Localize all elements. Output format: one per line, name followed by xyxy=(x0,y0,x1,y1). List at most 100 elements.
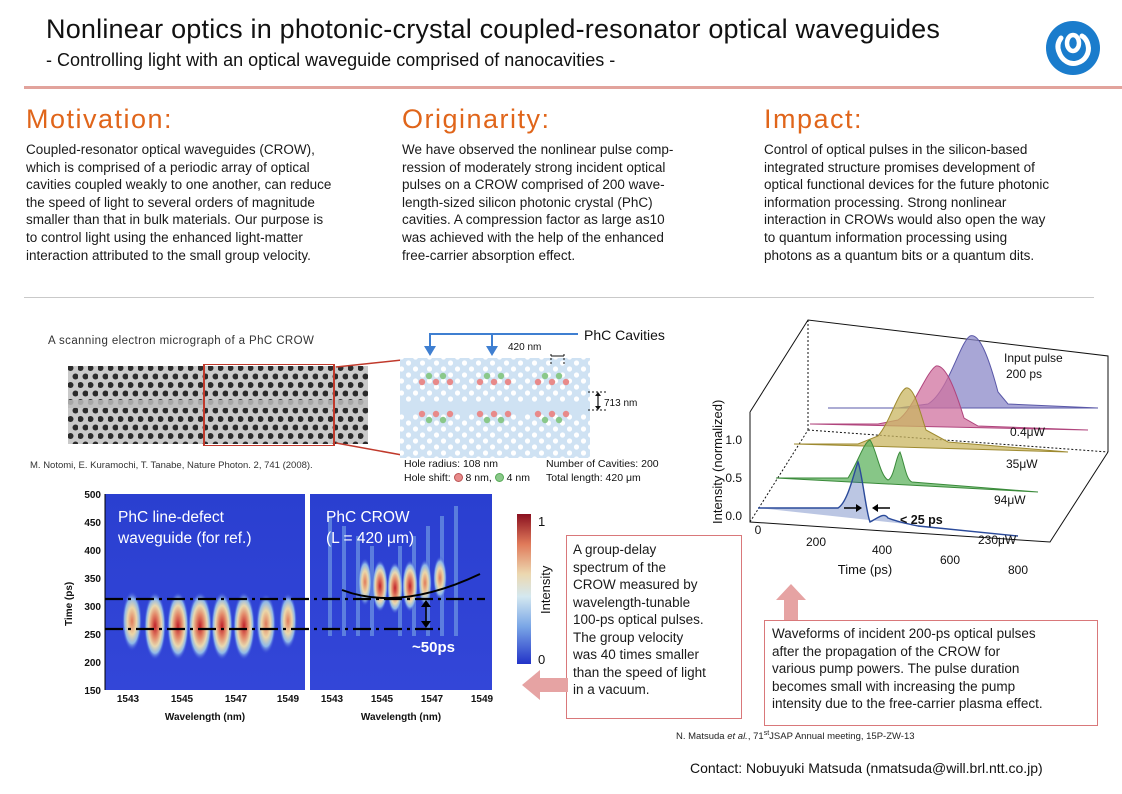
input-pulse-label-1: Input pulse xyxy=(1004,351,1063,365)
text-line: ression of moderately strong incident op… xyxy=(402,159,666,175)
trace-label: 94μW xyxy=(994,493,1026,507)
text-line: smaller than that in bulk materials. Our… xyxy=(26,212,324,228)
xtick: 1545 xyxy=(371,694,394,705)
panel1-title-1: PhC line-defect xyxy=(118,509,225,526)
hole-shift-red: 8 nm, xyxy=(465,472,492,484)
cavity-cluster-3 xyxy=(534,372,570,424)
text-line: than the speed of light xyxy=(573,664,706,680)
spectra-xlabel-1: Wavelength (nm) xyxy=(165,712,245,723)
ref-etal: et al. xyxy=(727,731,748,743)
section-divider xyxy=(24,297,1094,298)
xtick: 800 xyxy=(1008,563,1028,577)
ntt-logo-icon xyxy=(1046,21,1100,75)
colorbar-max: 1 xyxy=(538,514,545,529)
text-line: 100-ps optical pulses. xyxy=(573,612,704,627)
group-delay-spectra: 500 450 400 350 300 250 200 150 Time (ps… xyxy=(64,490,553,723)
ytick: 400 xyxy=(84,546,101,557)
trace-94uW xyxy=(775,439,1039,493)
zoom-connector xyxy=(335,359,403,456)
text-line: intensity due to the free-carrier plasma… xyxy=(772,696,1043,711)
conference-reference: N. Matsuda et al., 71stJSAP Annual meeti… xyxy=(676,730,915,742)
spacing-label: 713 nm xyxy=(604,398,637,409)
sem-reference: M. Notomi, E. Kuramochi, T. Tanabe, Natu… xyxy=(30,460,313,471)
text-line: Waveforms of incident 200-ps optical pul… xyxy=(772,626,1036,641)
waveform-caption: Waveforms of incident 200-ps optical pul… xyxy=(772,625,1090,713)
ref-author: N. Matsuda xyxy=(676,731,728,743)
hole-shift: Hole shift: 8 nm, 4 nm xyxy=(404,471,530,485)
schematic-params-right: Number of Cavities: 200 Total length: 42… xyxy=(546,457,659,485)
impact-text: Control of optical pulses in the silicon… xyxy=(764,141,1114,264)
text-line: was 40 times smaller xyxy=(573,647,700,662)
text-line: in a vacuum. xyxy=(573,682,650,697)
panel2-title-1: PhC CROW xyxy=(326,509,410,526)
trace-label: 35μW xyxy=(1006,457,1038,471)
spectra-xlabel-2: Wavelength (nm) xyxy=(361,712,441,723)
ytick: 300 xyxy=(84,602,101,613)
xtick: 1547 xyxy=(421,694,444,705)
ytick: 350 xyxy=(84,574,101,585)
text-line: pulses on a CROW comprised of 200 wave- xyxy=(402,177,665,193)
text-line: various pump powers. The pulse duration xyxy=(772,661,1020,676)
panel1-title-2: waveguide (for ref.) xyxy=(117,530,252,547)
panel-crow xyxy=(310,494,492,690)
hole-shift-label: Hole shift: xyxy=(404,472,451,484)
ref-meeting: JSAP Annual meeting, 15P-ZW-13 xyxy=(769,731,915,743)
xtick: 1549 xyxy=(277,694,300,705)
number-of-cavities: Number of Cavities: 200 xyxy=(546,458,659,470)
text-line: A group-delay xyxy=(573,542,657,557)
spectra-ylabel: Time (ps) xyxy=(64,582,75,626)
text-line: integrated structure promises developmen… xyxy=(764,159,1035,175)
group-delay-caption-box: A group-delay spectrum of the CROW measu… xyxy=(566,535,742,719)
xtick: 200 xyxy=(806,535,826,549)
input-pulse-label-2: 200 ps xyxy=(1006,367,1042,381)
trace-label: 230μW xyxy=(978,533,1017,547)
arrow-up-icon xyxy=(776,584,806,622)
text-line: which is comprised of a periodic array o… xyxy=(26,159,310,175)
text-line: wavelength-tunable xyxy=(573,594,691,610)
originality-heading: Originarity: xyxy=(402,104,551,134)
cavity-pointer-arrows xyxy=(424,333,578,356)
ytick: 150 xyxy=(84,686,101,697)
crow-schematic: PhC Cavities 420 nm 713 nm xyxy=(400,327,665,458)
waveform-caption-box: Waveforms of incident 200-ps optical pul… xyxy=(764,620,1098,726)
impact-section: Impact: Control of optical pulses in the… xyxy=(764,104,1114,264)
text-line: interaction in CROWs would also open the… xyxy=(764,212,1046,228)
arrow-left-icon xyxy=(522,670,568,700)
green-dot-icon xyxy=(494,473,504,482)
trace-label: 0.4μW xyxy=(1010,425,1046,439)
xtick: 1543 xyxy=(117,694,140,705)
text-line: becomes small with increasing the pump xyxy=(772,678,1016,694)
motivation-section: Motivation: Coupled-resonator optical wa… xyxy=(26,104,386,264)
motivation-heading: Motivation: xyxy=(26,104,174,134)
originality-section: Originarity: We have observed the nonlin… xyxy=(402,104,742,264)
hole-radius: Hole radius: 108 nm xyxy=(404,458,498,470)
xtick: 0 xyxy=(755,523,762,537)
text-line: spectrum of the xyxy=(573,559,667,575)
text-line: The group velocity xyxy=(573,629,684,645)
xtick: 1547 xyxy=(225,694,248,705)
page-subtitle: - Controlling light with an optical wave… xyxy=(46,50,616,70)
trace-35uW xyxy=(793,387,1069,453)
text-line: length-sized silicon photonic crystal (P… xyxy=(402,194,653,210)
trace-input xyxy=(828,335,1099,409)
cavity-cluster-1 xyxy=(418,372,454,424)
colorbar-label: Intensity xyxy=(538,565,553,614)
text-line: Control of optical pulses in the silicon… xyxy=(764,142,1028,157)
text-line: photons as a quantum bits or a quantum d… xyxy=(764,247,1035,263)
text-line: Coupled-resonator optical waveguides (CR… xyxy=(26,142,315,157)
xtick: 1549 xyxy=(471,694,494,705)
schematic-params-left: Hole radius: 108 nm Hole shift: 8 nm, 4 … xyxy=(404,457,530,485)
text-line: information processing. Strong nonlinear xyxy=(764,194,1007,210)
sem-caption: A scanning electron micrograph of a PhC … xyxy=(48,335,315,347)
cavities-label: PhC Cavities xyxy=(584,327,665,343)
text-line: after the propagation of the CROW for xyxy=(772,643,1001,659)
text-line: CROW measured by xyxy=(573,577,698,592)
hole-shift-green: 4 nm xyxy=(506,472,530,484)
text-line: cavities. A compression factor as large … xyxy=(402,212,665,228)
cavity-cluster-2 xyxy=(476,372,512,424)
ztick: 1.0 xyxy=(725,433,742,447)
contact-info: Contact: Nobuyuki Matsuda (nmatsuda@will… xyxy=(690,760,1043,776)
ytick: 500 xyxy=(84,490,101,501)
header-divider xyxy=(24,86,1122,89)
delay-label: ~50ps xyxy=(412,639,455,656)
